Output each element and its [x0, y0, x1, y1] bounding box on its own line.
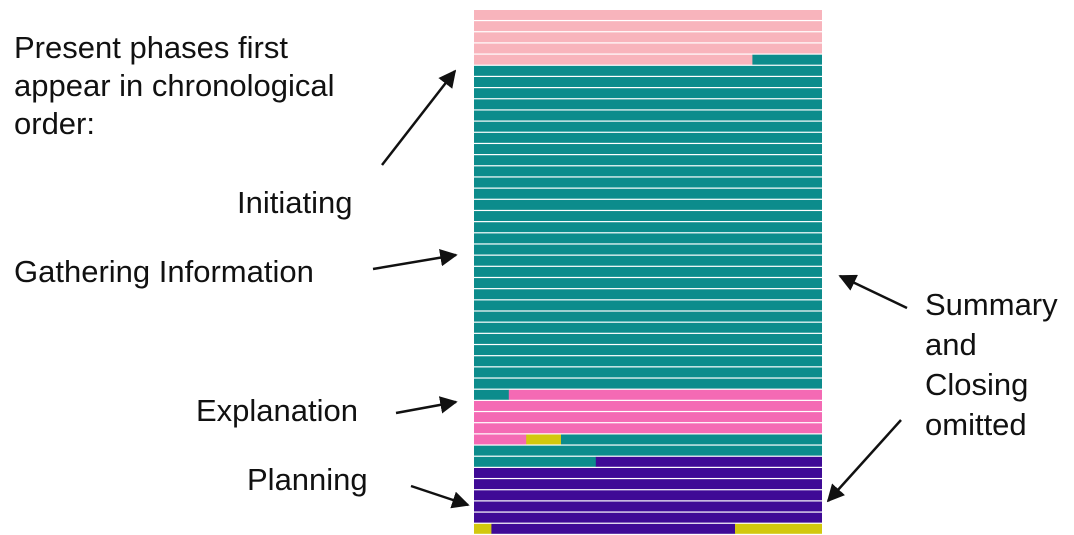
phase-segment-gathering: [474, 289, 822, 300]
phase-segment-gathering: [474, 211, 822, 222]
phase-segment-gathering: [474, 445, 822, 456]
phase-segment-gathering: [474, 188, 822, 199]
arrow-summary-lower: [826, 419, 902, 503]
phase-segment-gathering: [474, 266, 822, 277]
phase-segment-explanation: [474, 412, 822, 423]
phase-segment-planning: [474, 479, 822, 490]
phase-segment-gathering: [474, 132, 822, 143]
phase-segment-planning: [474, 490, 822, 501]
phase-segment-gathering: [474, 65, 822, 76]
side-note-line: and: [925, 327, 977, 362]
phase-segment-gathering: [474, 255, 822, 266]
phase-segment-initiating: [474, 21, 822, 32]
phase-segment-gathering: [474, 77, 822, 87]
label-initiating: Initiating: [237, 185, 353, 220]
phase-segment-planning: [491, 523, 736, 534]
phase-segment-gathering: [474, 345, 822, 356]
phase-segment-planning: [474, 501, 822, 512]
phase-segment-gathering: [561, 434, 822, 445]
phase-segment-gathering: [752, 54, 822, 65]
side-note-line: Closing: [925, 367, 1029, 402]
phase-segment-gathering: [474, 300, 822, 311]
heading-line: Present phases first: [14, 30, 288, 65]
heading-line: appear in chronological: [14, 68, 335, 103]
phase-segment-planning: [474, 512, 822, 523]
phase-segment-explanation: [474, 400, 822, 411]
phase-segment-initiating: [474, 54, 753, 65]
side-note: Summary and Closing omitted: [925, 285, 1058, 445]
phase-segment-planning: [595, 456, 822, 467]
phase-segment-gathering: [474, 278, 822, 289]
phase-grid: [474, 10, 822, 534]
label-planning: Planning: [247, 462, 368, 497]
phase-segment-gathering: [474, 88, 822, 99]
phase-segment-other: [526, 434, 562, 445]
phase-segment-planning: [474, 467, 822, 478]
phase-segment-gathering: [474, 244, 822, 255]
phase-segment-gathering: [474, 311, 822, 322]
phase-segment-gathering: [474, 322, 822, 333]
label-gathering-information: Gathering Information: [14, 254, 314, 289]
label-explanation: Explanation: [196, 393, 359, 428]
phase-segment-gathering: [474, 456, 597, 467]
phase-segment-gathering: [474, 121, 822, 132]
phase-segment-gathering: [474, 389, 510, 400]
phase-segment-initiating: [474, 43, 822, 54]
phase-segment-gathering: [474, 155, 822, 166]
arrow-summary-upper: [838, 274, 908, 310]
phase-segment-gathering: [474, 367, 822, 378]
phase-segment-other: [474, 523, 492, 534]
arrow-planning: [410, 484, 470, 509]
phase-segment-gathering: [474, 333, 822, 344]
phase-segment-initiating: [474, 32, 822, 43]
phase-segment-initiating: [474, 10, 822, 20]
arrow-initiating: [381, 69, 457, 166]
phase-segment-gathering: [474, 199, 822, 210]
phase-segment-explanation: [474, 434, 527, 445]
phase-segment-gathering: [474, 99, 822, 110]
heading-text: Present phases first appear in chronolog…: [14, 29, 335, 143]
phase-segment-explanation: [508, 389, 822, 400]
phase-segment-explanation: [474, 423, 822, 434]
phase-segment-gathering: [474, 144, 822, 155]
phase-segment-other: [735, 523, 822, 534]
side-note-line: omitted: [925, 407, 1027, 442]
phase-segment-gathering: [474, 378, 822, 389]
arrow-explanation: [395, 396, 458, 415]
arrow-gathering-information: [372, 248, 458, 271]
side-note-line: Summary: [925, 287, 1058, 322]
phase-segment-gathering: [474, 177, 822, 188]
phase-segment-gathering: [474, 233, 822, 244]
phase-segment-gathering: [474, 166, 822, 177]
heading-line: order:: [14, 106, 95, 141]
phase-segment-gathering: [474, 356, 822, 367]
phase-segment-gathering: [474, 222, 822, 233]
phase-segment-gathering: [474, 110, 822, 121]
